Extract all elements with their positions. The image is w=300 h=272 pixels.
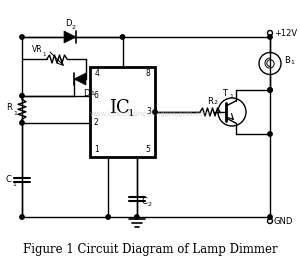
Bar [90,67,155,157]
Circle shape [135,215,139,219]
Polygon shape [74,73,86,85]
Circle shape [20,35,24,39]
Text: T: T [223,89,227,98]
Text: 1: 1 [42,51,46,57]
Text: 1: 1 [12,183,16,187]
Circle shape [268,35,272,39]
Text: B: B [284,56,290,65]
Text: 2: 2 [213,100,217,106]
Text: 4: 4 [94,70,99,79]
Text: C: C [142,196,148,206]
Text: 1: 1 [128,110,135,119]
Text: 3: 3 [147,107,152,116]
Circle shape [120,35,125,39]
Circle shape [20,94,24,98]
Circle shape [106,215,110,219]
Text: 2: 2 [72,25,76,30]
Text: 2: 2 [148,202,152,208]
Circle shape [268,215,272,219]
Circle shape [20,120,24,125]
Text: IC: IC [109,99,130,117]
Text: R: R [6,103,12,112]
Circle shape [153,110,157,114]
Text: 8: 8 [146,70,150,79]
Text: Figure 1 Circuit Diagram of Lamp Dimmer: Figure 1 Circuit Diagram of Lamp Dimmer [23,243,277,256]
Text: 1: 1 [94,146,99,154]
Polygon shape [64,31,76,43]
Text: 1: 1 [90,91,94,96]
Text: 5: 5 [146,146,150,154]
Circle shape [268,88,272,92]
Text: GND: GND [274,217,293,225]
Circle shape [268,132,272,136]
Text: D: D [65,19,71,28]
Text: R: R [207,97,213,106]
Text: VR: VR [32,45,42,54]
Text: D: D [83,89,89,98]
Text: 2: 2 [94,118,98,127]
Text: 1: 1 [13,111,17,116]
Text: 6: 6 [94,91,98,100]
Text: +12V: +12V [274,29,297,38]
Text: 1: 1 [290,60,294,65]
Text: 1: 1 [229,94,233,98]
Circle shape [268,88,272,92]
Text: C: C [5,175,11,184]
Circle shape [20,215,24,219]
Text: www.bestengineeringprojects.com: www.bestengineeringprojects.com [90,111,210,117]
